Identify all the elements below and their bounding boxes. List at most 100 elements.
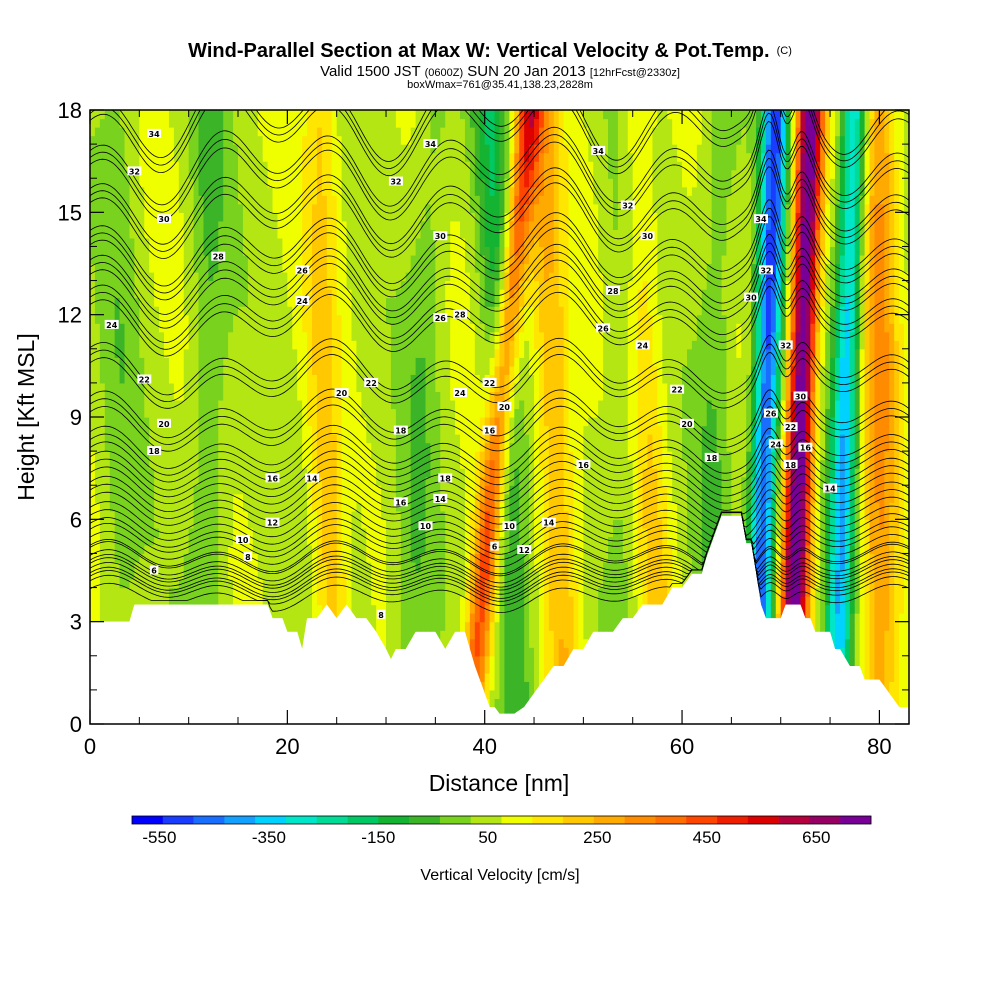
heatmap-cell [193,382,200,393]
heatmap-cell [445,596,451,606]
heatmap-cell [376,630,382,640]
heatmap-cell [233,118,239,128]
heatmap-cell [247,519,254,529]
heatmap-cell [455,365,461,375]
heatmap-cell [460,570,466,580]
heatmap-cell [430,613,436,623]
heatmap-cell [336,604,343,614]
heatmap-cell [420,459,427,469]
heatmap-cell [272,263,279,273]
heatmap-cell [405,203,412,213]
heatmap-cell [188,203,195,213]
heatmap-cell [326,314,333,324]
heatmap-cell [440,144,446,154]
heatmap-cell [282,587,288,597]
heatmap-cell [144,289,150,299]
heatmap-cell [119,110,126,120]
heatmap-cell [425,272,432,282]
heatmap-cell [381,391,387,401]
heatmap-cell [282,442,288,452]
heatmap-cell [134,254,140,265]
heatmap-cell [469,630,476,640]
heatmap-cell [361,246,367,256]
heatmap-cell [450,229,456,239]
heatmap-cell [435,118,441,128]
heatmap-cell [420,485,427,495]
heatmap-cell [257,519,264,529]
heatmap-cell [346,570,353,580]
heatmap-cell [435,468,441,478]
heatmap-cell [173,297,180,307]
heatmap-cell [474,382,481,393]
heatmap-cell [430,485,436,495]
heatmap-cell [198,263,205,273]
heatmap-cell [272,280,279,290]
heatmap-cell [218,596,224,606]
heatmap-cell [134,203,140,213]
heatmap-cell [307,442,313,452]
heatmap-cell [90,272,96,282]
heatmap-cell [366,365,372,375]
heatmap-cell [464,152,471,162]
chart-title-group: Wind-Parallel Section at Max W: Vertical… [188,40,792,91]
heatmap-cell [90,434,96,444]
heatmap-cell [223,399,229,410]
heatmap-cell [267,340,274,350]
heatmap-cell [464,118,471,128]
heatmap-cell [277,348,284,358]
heatmap-cell [178,476,185,486]
heatmap-cell [312,340,318,350]
heatmap-cell [247,587,254,597]
heatmap-cell [90,229,96,239]
heatmap-cell [257,186,264,196]
heatmap-cell [479,144,486,154]
heatmap-cell [203,527,210,537]
heatmap-cell [277,596,284,606]
heatmap-cell [386,220,392,230]
heatmap-cell [366,246,372,256]
heatmap-cell [381,357,387,367]
heatmap-cell [228,289,234,299]
heatmap-cell [381,178,387,188]
heatmap-cell [440,195,446,205]
heatmap-cell [346,374,353,384]
heatmap-cell [129,382,135,393]
heatmap-cell [109,587,116,597]
heatmap-cell [257,272,264,282]
heatmap-cell [326,596,333,606]
heatmap-cell [94,442,101,452]
heatmap-cell [257,161,264,171]
heatmap-cell [104,169,111,179]
heatmap-cell [302,502,308,512]
heatmap-cell [302,314,308,324]
heatmap-cell [302,195,308,205]
heatmap-cell [173,451,180,461]
heatmap-cell [149,434,155,444]
heatmap-cell [341,127,348,137]
heatmap-cell [109,246,116,256]
heatmap-cell [119,417,126,427]
heatmap-cell [479,621,486,631]
heatmap-cell [99,195,106,205]
heatmap-cell [371,152,377,162]
heatmap-cell [331,425,338,435]
heatmap-cell [144,127,150,137]
heatmap-cell [307,451,313,461]
heatmap-cell [99,468,106,478]
heatmap-cell [400,169,407,179]
heatmap-cell [198,510,205,520]
heatmap-cell [183,519,190,529]
heatmap-cell [430,570,436,580]
heatmap-cell [420,417,427,427]
heatmap-cell [425,254,432,265]
heatmap-cell [297,178,303,188]
heatmap-cell [316,536,323,546]
heatmap-cell [218,553,224,563]
heatmap-cell [331,357,338,367]
heatmap-cell [386,348,392,358]
heatmap-cell [361,510,367,520]
heatmap-cell [479,237,486,248]
heatmap-cell [395,127,402,137]
heatmap-cell [129,417,135,427]
heatmap-cell [238,340,244,350]
